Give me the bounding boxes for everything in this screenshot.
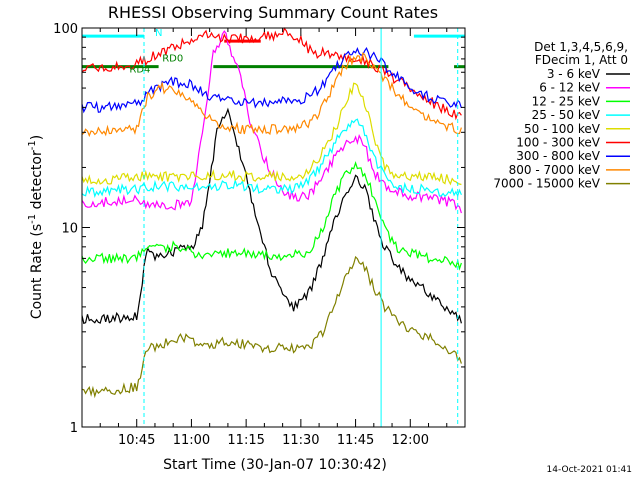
y-tick-label: 1 [70, 421, 78, 436]
legend-label-800-7000-kev: 800 - 7000 keV [509, 163, 601, 177]
series-line-7000-15000-kev [81, 255, 462, 399]
y-axis-label: Count Rate (s-1 detector-1) [27, 135, 45, 319]
annotation-rd0: RD0 [162, 53, 183, 64]
legend: Det 1,3,4,5,6,9,FDecim 1, Att 03 - 6 keV… [493, 40, 630, 191]
legend-label-100-300-kev: 100 - 300 keV [516, 136, 600, 150]
tick-layer: 10:45 11:00 11:15 11:30 11:45 12:00 1 10 100 [53, 22, 466, 448]
legend-header: Det 1,3,4,5,6,9, [534, 40, 628, 54]
date-stamp: 14-Oct-2021 01:41 [547, 465, 632, 475]
series-line-3-6-kev [81, 107, 462, 325]
legend-label-50-100-kev: 50 - 100 keV [524, 122, 601, 136]
annotation-layer: RD0 RD4 N [129, 28, 183, 75]
y-axis-label-mid: detector [29, 150, 45, 214]
y-axis-label-sup2: -1 [27, 140, 38, 150]
legend-header: FDecim 1, Att 0 [535, 53, 628, 67]
x-tick-label: 11:15 [227, 433, 264, 448]
legend-label-12-25-kev: 12 - 25 keV [532, 94, 601, 108]
legend-label-6-12-kev: 6 - 12 keV [539, 81, 601, 95]
series-line-100-300-kev [81, 27, 462, 121]
y-axis-label-sup1: -1 [27, 214, 38, 224]
series-line-25-50-kev [81, 118, 462, 199]
y-axis-label-end: ) [29, 135, 45, 140]
x-tick-label: 11:00 [173, 433, 210, 448]
y-tick-label: 10 [61, 222, 78, 237]
x-tick-label: 12:00 [392, 433, 429, 448]
legend-label-7000-15000-kev: 7000 - 15000 keV [493, 177, 600, 191]
legend-label-300-800-kev: 300 - 800 keV [516, 149, 600, 163]
series-line-12-25-kev [81, 160, 462, 271]
x-axis-label: Start Time (30-Jan-07 10:30:42) [163, 457, 387, 473]
chart-title: RHESSI Observing Summary Count Rates [108, 3, 438, 22]
y-axis-label-main: Count Rate (s [29, 224, 45, 319]
annotation-n: N [155, 28, 162, 39]
y-tick-label: 100 [53, 22, 78, 37]
x-tick-label: 11:45 [337, 433, 374, 448]
x-tick-label: 10:45 [118, 433, 155, 448]
legend-label-3-6-kev: 3 - 6 keV [547, 67, 601, 81]
series-line-300-800-kev [81, 46, 462, 114]
legend-label-25-50-kev: 25 - 50 keV [532, 108, 601, 122]
series-layer [81, 27, 462, 399]
series-line-50-100-kev [81, 82, 462, 186]
x-tick-label: 11:30 [282, 433, 319, 448]
series-line-800-7000-kev [81, 52, 462, 138]
annotation-rd4: RD4 [129, 64, 150, 75]
